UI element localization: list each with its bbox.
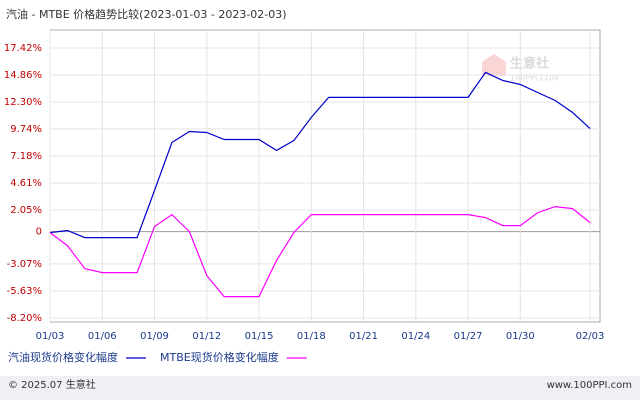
x-tick-label: 01/12 bbox=[192, 331, 221, 342]
legend-label: MTBE现货价格变化幅度 bbox=[160, 350, 279, 364]
y-tick-label: 17.42% bbox=[4, 43, 42, 54]
watermark: 生意社 100PPI.COM bbox=[482, 54, 559, 83]
y-tick-label: 9.74% bbox=[10, 124, 42, 135]
y-tick-label: 7.18% bbox=[10, 151, 42, 162]
legend-label: 汽油现货价格变化幅度 bbox=[8, 350, 118, 364]
x-tick-label: 01/15 bbox=[245, 331, 274, 342]
y-tick-label: 4.61% bbox=[10, 178, 42, 189]
chart-title: 汽油 - MTBE 价格趋势比较(2023-01-03 - 2023-02-03… bbox=[6, 7, 287, 21]
y-tick-label: 14.86% bbox=[4, 70, 42, 81]
y-tick-label: -5.63% bbox=[7, 286, 42, 297]
footer-site: www.100PPI.com bbox=[547, 380, 632, 391]
series-line bbox=[49, 205, 591, 298]
y-tick-label: 2.05% bbox=[10, 205, 42, 216]
x-tick-label: 01/06 bbox=[88, 331, 117, 342]
x-tick-label: 01/03 bbox=[36, 331, 65, 342]
y-tick-label: 0 bbox=[36, 227, 42, 238]
x-tick-label: 02/03 bbox=[576, 331, 605, 342]
y-tick-label: 12.30% bbox=[4, 97, 42, 108]
watermark-name: 生意社 bbox=[510, 56, 549, 72]
x-tick-label: 01/24 bbox=[401, 331, 430, 342]
watermark-site: 100PPI.COM bbox=[510, 74, 559, 83]
y-tick-label: -8.20% bbox=[7, 313, 42, 324]
x-tick-label: 01/27 bbox=[454, 331, 483, 342]
series-line bbox=[49, 71, 591, 239]
footer-bar bbox=[0, 376, 640, 400]
x-tick-label: 01/30 bbox=[506, 331, 535, 342]
footer-copyright: © 2025.07 生意社 bbox=[8, 378, 96, 391]
x-tick-label: 01/09 bbox=[140, 331, 169, 342]
watermark-logo bbox=[482, 54, 506, 76]
y-tick-label: -3.07% bbox=[7, 259, 42, 270]
x-tick-label: 01/18 bbox=[297, 331, 326, 342]
x-tick-label: 01/21 bbox=[349, 331, 378, 342]
